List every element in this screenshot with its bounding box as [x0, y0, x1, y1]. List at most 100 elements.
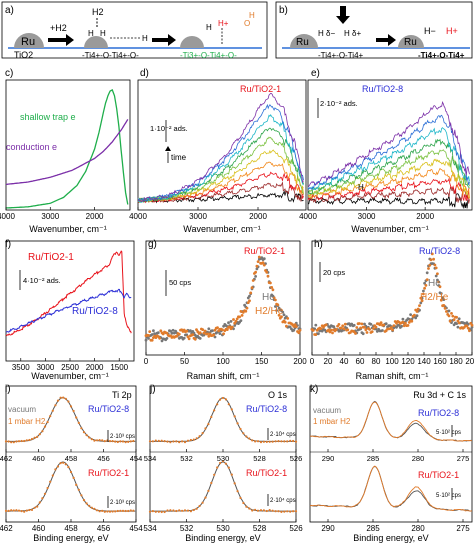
f-x-tick-label: 3000: [36, 363, 54, 372]
data-point-h2-he: [255, 264, 259, 268]
data-point-h2-he: [294, 325, 298, 328]
series-line-6: [137, 136, 304, 203]
data-point-h2: [111, 440, 114, 443]
data-point-h2: [224, 462, 227, 465]
data-point-he: [207, 327, 211, 331]
ru-particle-2: [84, 36, 108, 48]
arrow-right-icon: [48, 34, 74, 46]
data-point-h2: [233, 415, 236, 418]
data-point-h2: [186, 439, 190, 442]
data-point-he: [419, 301, 423, 305]
panel-e-label: e): [311, 68, 320, 79]
legend-h-h2he: H2/He: [420, 292, 449, 303]
panel-j: j) O 1s Ru/TiO2-8 2·10⁴ cps Ru/TiO2-1 2·…: [143, 384, 303, 543]
scheme-a-panel-label: a): [5, 5, 14, 16]
data-point-he: [150, 333, 154, 336]
data-point-h2: [10, 441, 13, 444]
data-point-h2: [274, 440, 277, 443]
data-point-h2: [280, 440, 283, 443]
data-point-h2: [46, 486, 49, 490]
i-series-x-tick-label: 462: [0, 524, 13, 533]
data-point-h2-he: [239, 310, 243, 313]
data-point-he: [363, 322, 366, 326]
data-point-h2: [221, 460, 225, 463]
data-point-he: [375, 330, 379, 333]
data-point-h2: [242, 501, 245, 505]
data-point-h2-he: [230, 325, 234, 329]
data-point-h2-he: [452, 318, 456, 322]
h-delta-plus-label: H δ+: [344, 29, 361, 38]
data-point-h2: [10, 509, 13, 512]
data-point-h2: [28, 438, 31, 442]
data-point-h2: [189, 438, 192, 442]
data-point-h2: [271, 509, 274, 512]
data-point-h2-he: [177, 332, 181, 336]
scale-label-g: 50 cps: [169, 278, 191, 287]
data-point-h2: [213, 473, 216, 476]
data-point-h2: [108, 440, 112, 443]
data-point-h2-he: [343, 322, 347, 326]
data-point-he: [248, 294, 251, 298]
panel-i-title: Ti 2p: [112, 390, 132, 400]
data-point-h2: [127, 440, 130, 443]
data-point-h2: [201, 501, 204, 504]
data-point-h2: [38, 433, 41, 436]
data-point-h2-he: [451, 314, 455, 318]
data-point-h2: [148, 510, 152, 513]
data-point-h2-he: [430, 252, 434, 256]
data-point-h2: [169, 509, 172, 512]
data-point-h2: [17, 509, 21, 512]
panel-k-sample-top: Ru/TiO2-8: [418, 408, 459, 418]
data-point-h2: [289, 510, 292, 513]
data-point-h2: [204, 427, 207, 430]
scheme-b-panel-label: b): [279, 5, 288, 16]
data-point-h2-he: [450, 312, 453, 315]
f-x-tick-label: 3500: [12, 363, 30, 372]
data-point-h2-he: [442, 304, 446, 307]
data-point-h2-he: [436, 272, 439, 276]
data-point-he: [274, 305, 277, 308]
data-point-h2: [277, 510, 280, 513]
data-point-h2: [292, 439, 295, 443]
data-point-h2: [51, 409, 54, 412]
data-point-h2-he: [158, 336, 162, 340]
data-point-h2: [23, 439, 26, 443]
data-point-h2: [64, 397, 67, 400]
data-point-he: [288, 325, 292, 329]
data-point-h2-he: [370, 330, 374, 333]
data-point-he: [213, 335, 217, 339]
data-point-he: [189, 329, 192, 333]
panel-g-title: Ru/TiO2-1: [244, 246, 285, 256]
data-point-h2: [62, 461, 65, 464]
data-point-h2: [124, 509, 127, 513]
data-point-h2: [239, 496, 242, 500]
data-point-h2: [82, 499, 86, 502]
arrow-down-icon: [336, 6, 350, 24]
data-point-h2: [41, 430, 44, 433]
panel-e: e) Ru/TiO2-8 2·10⁻² ads. H 4000 3000 2000 …: [299, 68, 473, 234]
data-point-h2: [103, 440, 106, 443]
h-series-x-tick-label: 0: [310, 357, 315, 366]
data-point-h2: [248, 507, 251, 510]
data-point-h2: [166, 509, 169, 512]
panel-h-title: Ru/TiO2-8: [419, 246, 460, 256]
data-point-h2: [283, 510, 286, 513]
data-point-h2: [59, 396, 62, 399]
data-point-he: [211, 329, 214, 333]
data-point-h2-he: [262, 263, 266, 267]
data-point-he: [160, 339, 164, 343]
panel-i-xlabel: Binding energy, eV: [33, 533, 108, 543]
ti3-chain-label: -Ti3+-O-Ti4+-O-: [180, 51, 237, 60]
data-point-h2-he: [364, 328, 368, 332]
panel-c-label: c): [5, 68, 13, 79]
data-point-h2: [64, 463, 67, 466]
data-point-h2: [262, 509, 265, 512]
data-point-h2: [7, 440, 10, 443]
data-point-h2: [227, 403, 230, 406]
data-point-h2-he: [329, 328, 333, 332]
scale-label-f: 4·10⁻² ads.: [23, 276, 61, 285]
series-line-conduction: [5, 119, 129, 186]
data-point-h2-he: [360, 322, 364, 326]
data-point-h2-he: [342, 327, 346, 331]
